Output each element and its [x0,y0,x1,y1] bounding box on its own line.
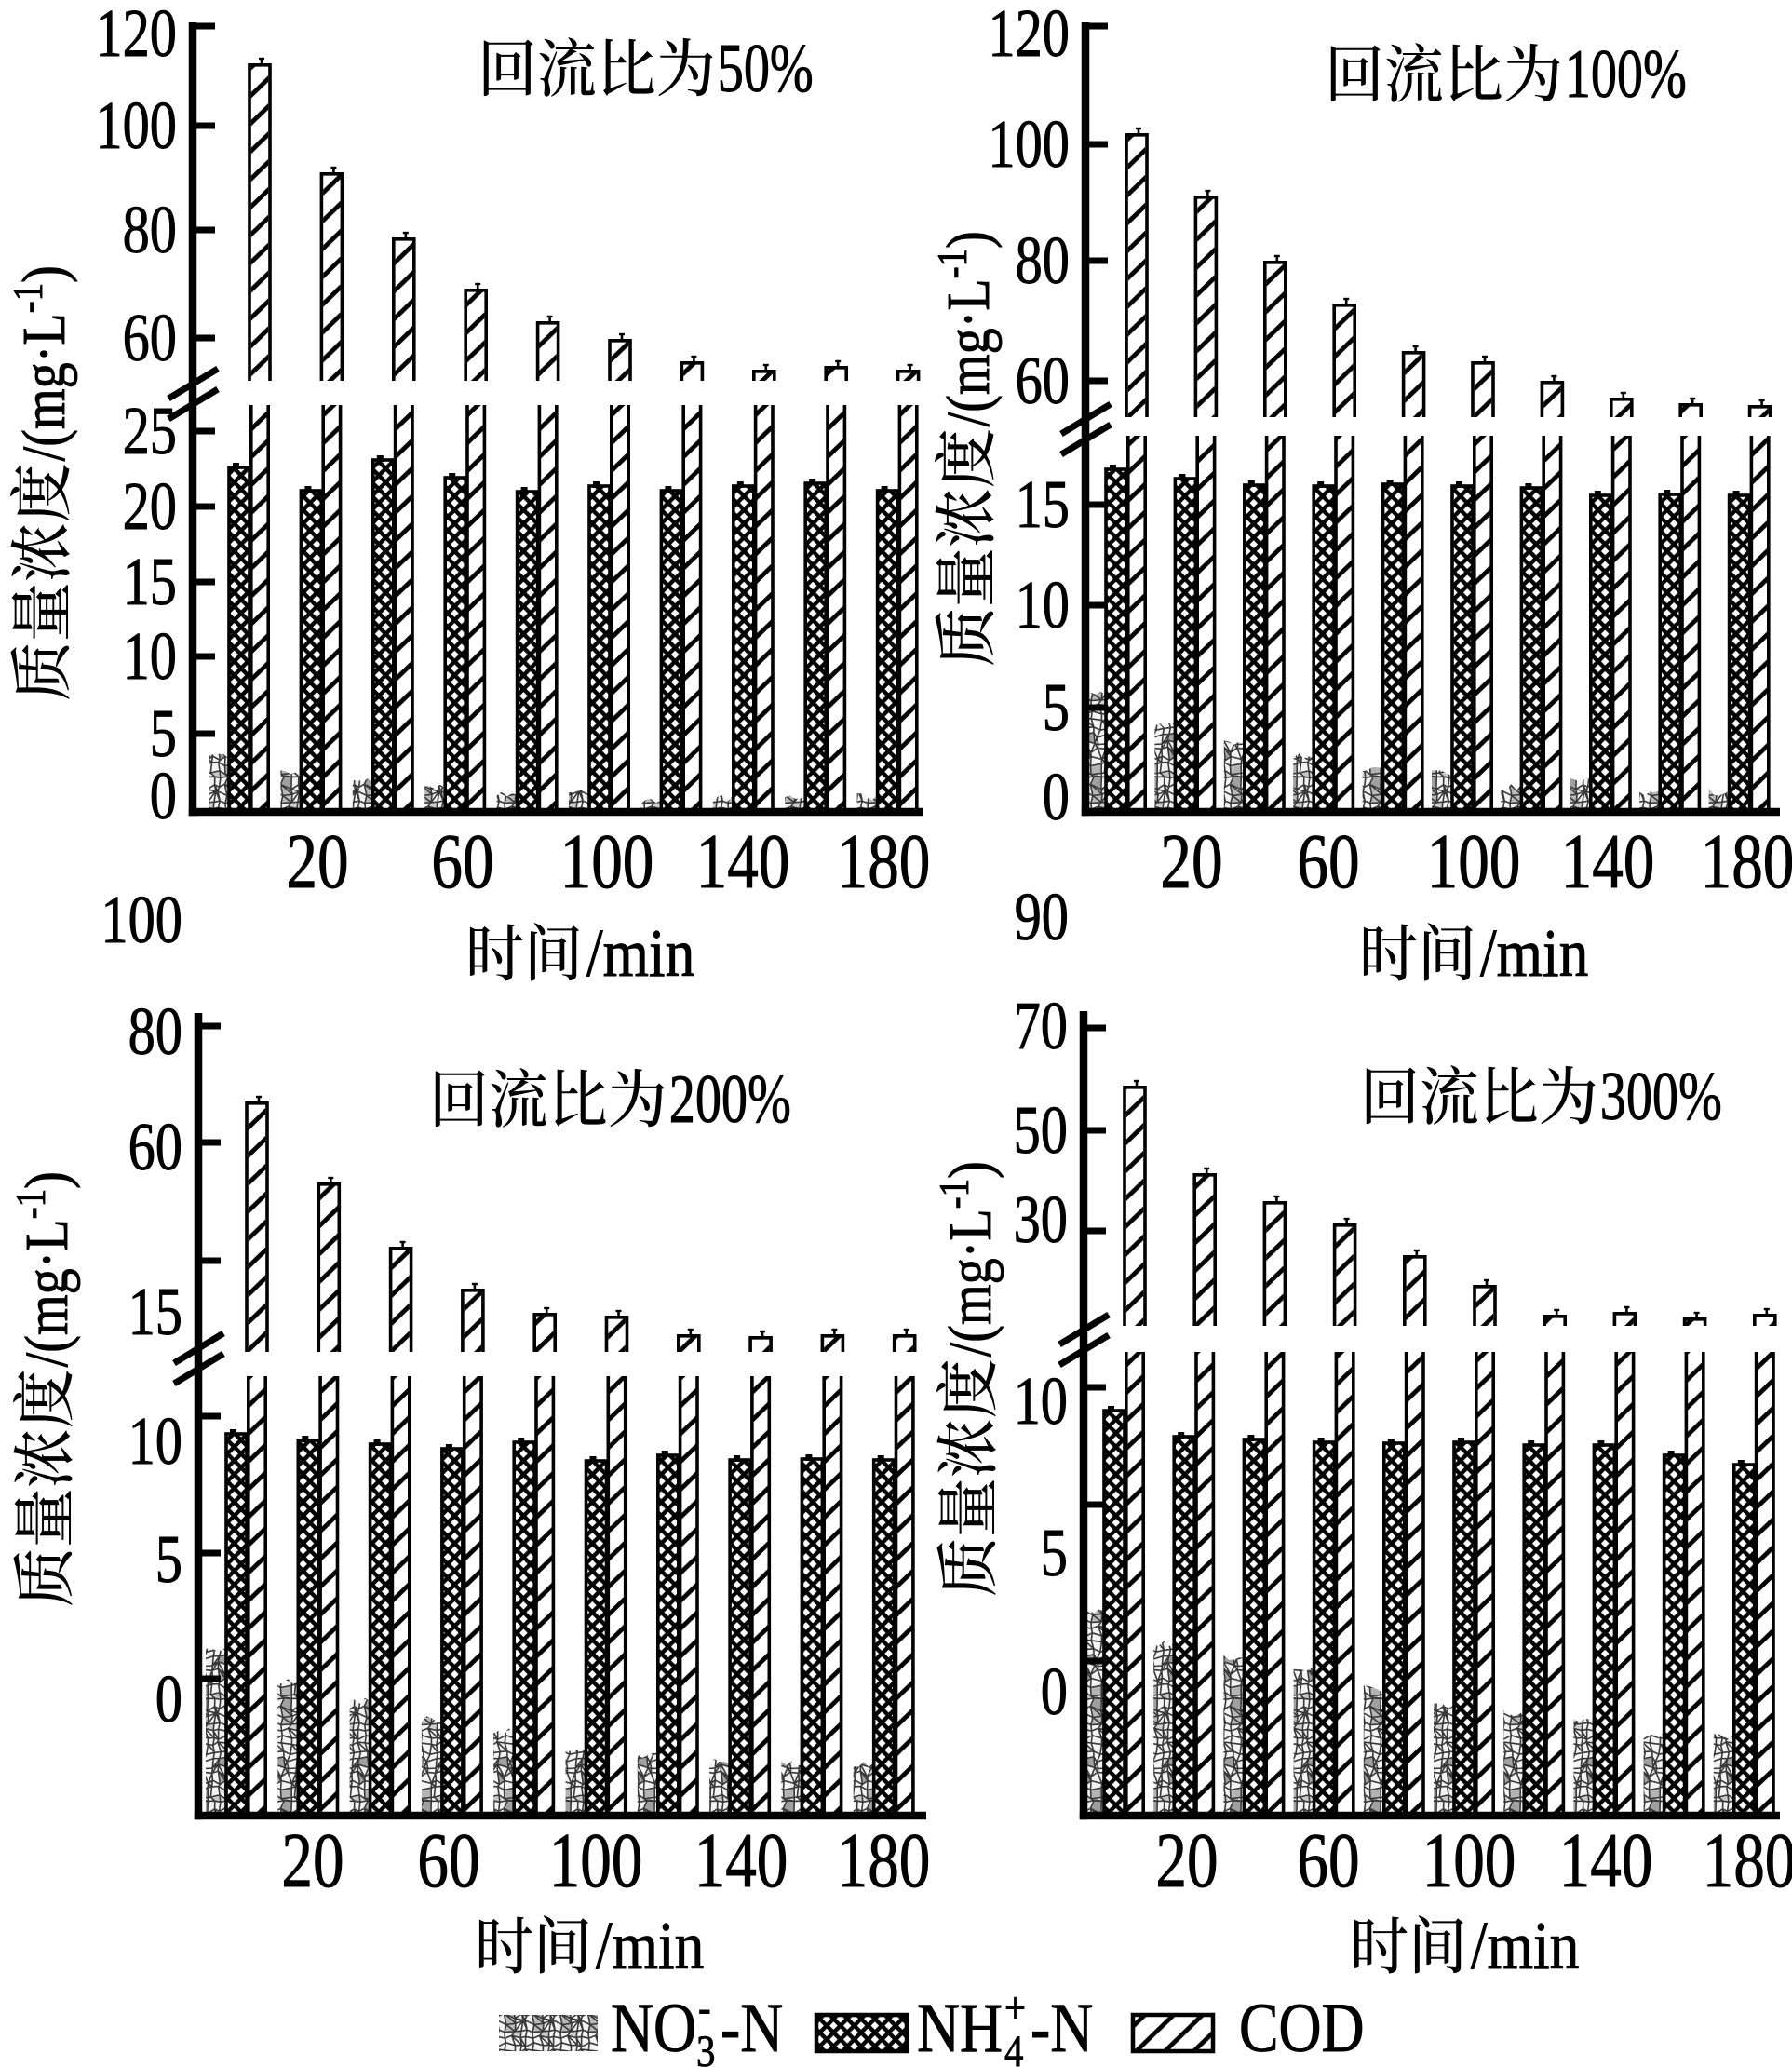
svg-text:COD: COD [1239,1990,1365,2067]
svg-text:100: 100 [95,88,177,164]
svg-text:10: 10 [1016,568,1070,643]
svg-text:/min: /min [1480,915,1588,991]
svg-text:120: 120 [988,0,1070,72]
svg-text:180: 180 [837,818,931,905]
svg-text:20: 20 [123,469,177,545]
svg-text:180: 180 [1703,1817,1792,1904]
svg-text:140: 140 [694,1817,788,1904]
svg-text:100: 100 [549,1817,643,1904]
svg-text:60: 60 [128,1110,182,1185]
svg-text:/min: /min [1471,1908,1579,1983]
svg-text:10: 10 [1014,1364,1068,1439]
svg-text:100: 100 [1427,818,1521,905]
svg-text:80: 80 [128,994,182,1070]
svg-text:5: 5 [1043,670,1070,746]
svg-text:120: 120 [95,0,177,72]
svg-text:-: - [698,1982,711,2033]
svg-text:100: 100 [988,107,1070,182]
svg-text:180: 180 [837,1817,931,1904]
svg-text:80: 80 [123,193,177,268]
svg-text:200%: 200% [669,1061,791,1138]
svg-text:-N: -N [721,1990,783,2067]
svg-text:5: 5 [1041,1516,1068,1591]
svg-text:10: 10 [123,619,177,695]
svg-text:140: 140 [1561,818,1655,905]
svg-text:80: 80 [1016,223,1070,299]
svg-text:60: 60 [1016,344,1070,419]
svg-text:25: 25 [123,394,177,469]
svg-text:100: 100 [1422,1817,1516,1904]
svg-text:15: 15 [128,1275,182,1350]
svg-text:3: 3 [696,2026,715,2067]
svg-text:180: 180 [1701,818,1792,905]
svg-text:100%: 100% [1565,36,1687,113]
svg-text:60: 60 [417,1817,479,1904]
svg-text:20: 20 [1155,1817,1218,1904]
svg-text:140: 140 [1559,1817,1653,1904]
svg-text:50: 50 [1014,1093,1068,1169]
svg-text:60: 60 [123,301,177,376]
svg-text:90: 90 [1015,880,1069,955]
svg-text:60: 60 [1297,1817,1359,1904]
svg-text:0: 0 [155,1662,182,1737]
svg-text:/min: /min [586,915,694,991]
svg-text:4: 4 [1004,2026,1023,2067]
svg-text:30: 30 [1014,1182,1068,1258]
svg-text:15: 15 [1016,467,1070,543]
svg-text:NH: NH [917,1990,1003,2067]
svg-text:10: 10 [128,1404,182,1479]
svg-text:5: 5 [150,696,177,772]
svg-text:60: 60 [1297,818,1359,905]
svg-text:60: 60 [431,818,493,905]
svg-text:20: 20 [1160,818,1222,905]
svg-text:100: 100 [560,818,654,905]
svg-text:20: 20 [281,1817,344,1904]
svg-text:5: 5 [155,1522,182,1598]
svg-text:140: 140 [696,818,790,905]
svg-text:0: 0 [1041,1655,1068,1730]
svg-text:50%: 50% [718,31,814,107]
svg-text:20: 20 [286,818,348,905]
svg-text:/min: /min [596,1908,704,1983]
svg-text:70: 70 [1014,989,1068,1064]
svg-text:15: 15 [123,545,177,620]
svg-text:-N: -N [1031,1990,1093,2067]
svg-text:300%: 300% [1600,1059,1722,1135]
svg-text:+: + [1004,1982,1026,2033]
svg-text:100: 100 [101,883,182,958]
svg-text:0: 0 [1043,760,1070,835]
svg-text:/(mg·L-1): /(mg·L-1) [5,265,78,461]
svg-text:NO: NO [611,1990,696,2067]
svg-text:0: 0 [150,759,177,834]
